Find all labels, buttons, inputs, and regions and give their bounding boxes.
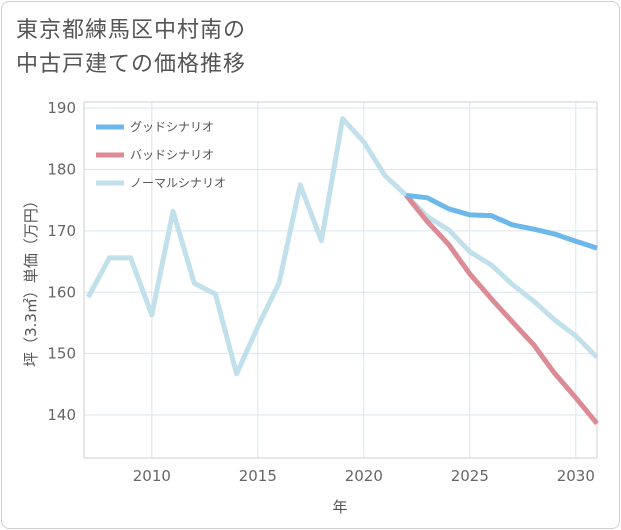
y-tick-label: 140	[47, 406, 76, 424]
series-line-normal	[85, 116, 599, 377]
legend-label: ノーマルシナリオ	[130, 176, 226, 190]
x-tick-label: 2015	[239, 467, 277, 485]
x-tick-label: 2025	[451, 467, 489, 485]
legend-label: グッドシナリオ	[130, 120, 214, 134]
plot-area-border	[83, 101, 598, 459]
series-line-bad	[404, 193, 599, 426]
y-tick-label: 170	[47, 222, 76, 240]
x-tick-label: 2030	[557, 467, 595, 485]
x-tick-label: 2010	[133, 467, 171, 485]
y-tick-label: 160	[47, 283, 76, 301]
legend-label: バッドシナリオ	[130, 148, 214, 162]
y-tick-label: 180	[47, 161, 76, 179]
x-axis-label: 年	[332, 498, 347, 516]
y-tick-label: 190	[47, 99, 76, 117]
x-tick-label: 2020	[345, 467, 383, 485]
chart-title-line-2: 中古戸建ての価格推移	[16, 52, 247, 77]
y-axis-label: 坪（3.3㎡）単価（万円）	[22, 193, 40, 367]
series-line-good	[405, 192, 598, 251]
series-lines	[85, 116, 599, 426]
chart-title: 東京都練馬区中村南の 中古戸建ての価格推移	[16, 14, 246, 82]
y-tick-label: 150	[47, 345, 76, 363]
axis-ticks: 140 150 160 170 180 190 2010 2015 2020 2025 2030	[47, 99, 595, 485]
chart-title-line-1: 東京都練馬区中村南の	[16, 18, 247, 43]
